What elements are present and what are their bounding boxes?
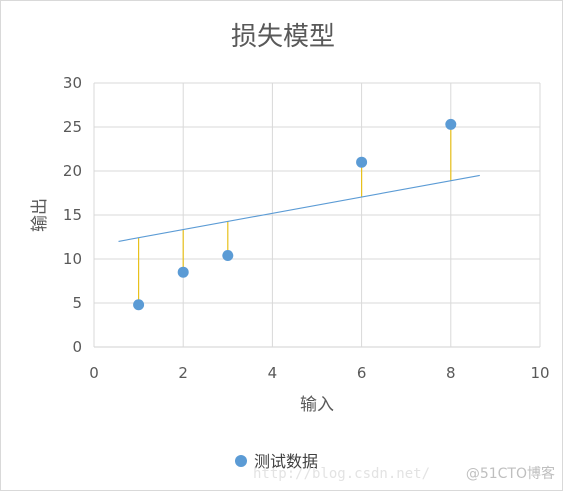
y-axis-title: 输出 <box>30 198 50 232</box>
residual-lines <box>138 124 452 305</box>
y-tick-label: 30 <box>63 74 82 92</box>
x-axis-title: 输入 <box>300 395 334 415</box>
y-tick-label: 5 <box>72 294 82 312</box>
x-tick-label: 0 <box>89 364 99 382</box>
y-tick-labels: 0 5 10 15 20 25 30 <box>63 74 82 356</box>
data-point <box>445 118 457 130</box>
chart-title: 损失模型 <box>231 22 335 52</box>
legend-marker <box>235 455 247 467</box>
data-point <box>356 156 368 168</box>
grid-lines <box>93 82 541 348</box>
legend: 测试数据 <box>235 452 318 471</box>
x-tick-label: 10 <box>530 364 549 382</box>
x-tick-label: 4 <box>268 364 278 382</box>
data-point <box>222 249 234 261</box>
fit-line <box>118 174 480 242</box>
data-point <box>133 299 145 311</box>
x-tick-labels: 0 2 4 6 8 10 <box>89 364 549 382</box>
y-tick-label: 15 <box>63 206 82 224</box>
watermark-url: http://blog.csdn.net/ <box>253 466 430 482</box>
data-point <box>177 266 189 278</box>
legend-label: 测试数据 <box>254 452 318 471</box>
y-tick-label: 20 <box>63 162 82 180</box>
watermark-brand: @51CTO博客 <box>466 465 555 482</box>
data-points <box>133 118 457 311</box>
x-tick-label: 6 <box>357 364 367 382</box>
y-tick-label: 25 <box>63 118 82 136</box>
y-tick-label: 0 <box>72 338 82 356</box>
x-tick-label: 2 <box>178 364 188 382</box>
x-tick-label: 8 <box>446 364 456 382</box>
y-tick-label: 10 <box>63 250 82 268</box>
